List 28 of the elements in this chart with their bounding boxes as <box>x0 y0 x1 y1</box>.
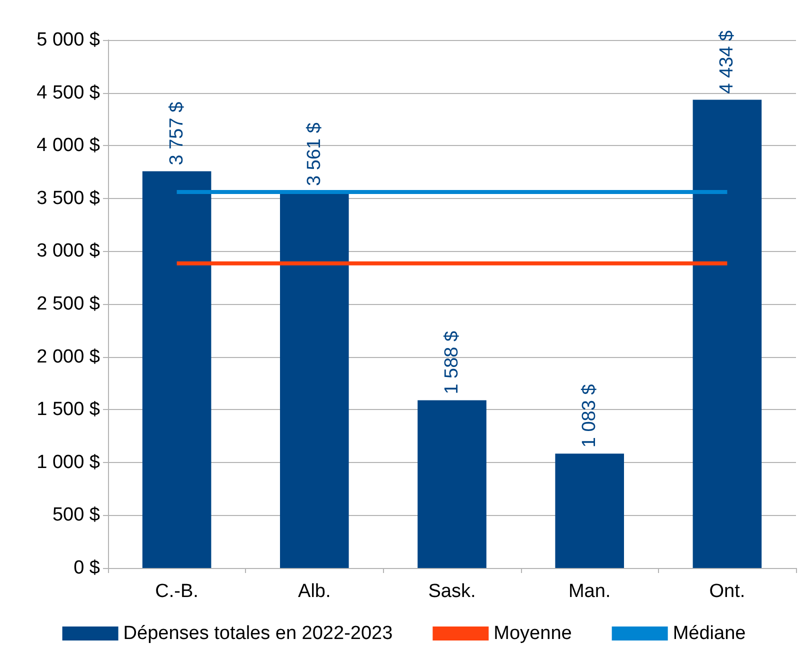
y-tick-label: 1 500 $ <box>36 399 100 420</box>
data-label: 1 083 $ <box>579 384 600 448</box>
y-tick-label: 3 000 $ <box>36 240 100 262</box>
legend-label: Dépenses totales en 2022-2023 <box>123 623 393 644</box>
y-tick-label: 5 000 $ <box>36 30 100 50</box>
y-tick-label: 2 500 $ <box>36 294 100 314</box>
y-tick-label: 2 000 $ <box>36 346 100 368</box>
y-tick-label: 1 000 $ <box>36 452 100 473</box>
data-label: 3 561 $ <box>304 122 325 186</box>
legend-label: Médiane <box>672 623 746 644</box>
x-tick-label: C.-B. <box>155 581 198 602</box>
x-tick-label: Sask. <box>428 581 476 602</box>
data-label: 1 588 $ <box>442 330 462 394</box>
data-label: 4 434 $ <box>716 30 738 94</box>
y-tick-label: 0 $ <box>74 558 100 578</box>
x-tick-label: Alb. <box>298 581 331 602</box>
bar <box>418 400 486 568</box>
bar <box>142 171 212 568</box>
y-tick-label: 4 500 $ <box>36 82 100 104</box>
x-tick-label: Man. <box>568 581 611 602</box>
bar <box>692 100 762 568</box>
y-tick-label: 500 $ <box>52 504 100 526</box>
y-tick-label: 3 500 $ <box>36 188 100 209</box>
data-label: 3 757 $ <box>166 101 188 166</box>
legend-label: Moyenne <box>494 623 572 644</box>
x-tick-label: Ont. <box>709 581 746 602</box>
bar <box>555 454 624 568</box>
y-tick-label: 4 000 $ <box>36 135 100 156</box>
